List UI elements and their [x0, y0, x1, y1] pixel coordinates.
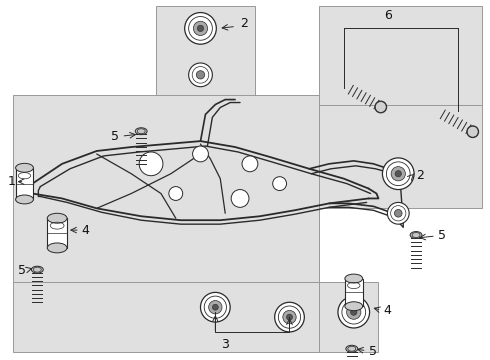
Ellipse shape — [16, 163, 33, 172]
Bar — [47, 218, 67, 248]
Ellipse shape — [47, 243, 67, 253]
Circle shape — [391, 167, 405, 181]
Bar — [13, 283, 319, 352]
Text: 2: 2 — [416, 169, 424, 182]
Ellipse shape — [346, 345, 358, 352]
Circle shape — [351, 309, 357, 315]
Circle shape — [197, 25, 204, 32]
Bar — [345, 279, 363, 306]
Circle shape — [193, 146, 208, 162]
Circle shape — [338, 296, 369, 328]
Text: 2: 2 — [240, 17, 248, 30]
Bar — [319, 6, 482, 104]
Circle shape — [194, 21, 208, 36]
Text: 3: 3 — [221, 338, 229, 351]
Text: 5: 5 — [111, 130, 120, 143]
Bar — [13, 95, 319, 283]
Circle shape — [242, 156, 258, 172]
Circle shape — [382, 158, 414, 190]
Text: 5: 5 — [438, 229, 446, 242]
Circle shape — [283, 310, 296, 324]
Circle shape — [273, 177, 287, 190]
Bar — [16, 168, 33, 199]
Circle shape — [394, 210, 402, 217]
Circle shape — [209, 301, 222, 314]
Circle shape — [395, 171, 401, 177]
Bar — [319, 104, 482, 208]
Circle shape — [346, 305, 361, 319]
Circle shape — [212, 304, 219, 310]
Ellipse shape — [345, 274, 363, 283]
Text: 5: 5 — [18, 264, 25, 277]
Ellipse shape — [47, 213, 67, 223]
Circle shape — [388, 202, 409, 224]
Ellipse shape — [135, 128, 147, 135]
Circle shape — [231, 190, 249, 207]
Text: 4: 4 — [384, 304, 392, 317]
Bar — [156, 6, 255, 120]
Circle shape — [287, 314, 293, 320]
Text: 4: 4 — [82, 224, 90, 237]
Circle shape — [375, 101, 387, 113]
Circle shape — [275, 302, 304, 332]
Text: 1: 1 — [8, 175, 16, 188]
Circle shape — [185, 13, 216, 44]
Text: 5: 5 — [368, 345, 377, 358]
Text: 6: 6 — [385, 9, 392, 22]
Ellipse shape — [410, 231, 422, 238]
Circle shape — [139, 152, 163, 176]
Ellipse shape — [345, 302, 363, 311]
Circle shape — [196, 71, 205, 79]
Ellipse shape — [31, 266, 43, 273]
Circle shape — [189, 63, 212, 87]
Circle shape — [169, 186, 183, 201]
Circle shape — [200, 292, 230, 322]
Bar — [319, 283, 378, 352]
Circle shape — [467, 126, 479, 138]
Ellipse shape — [16, 195, 33, 204]
